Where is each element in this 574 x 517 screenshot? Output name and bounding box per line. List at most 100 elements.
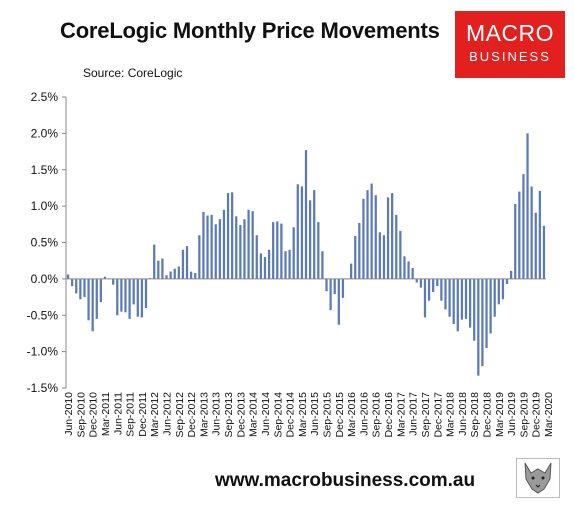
x-tick-label: Sep-2012: [174, 392, 186, 438]
bar: [341, 278, 345, 298]
x-tick-label: Dec-2017: [432, 392, 444, 438]
bar: [247, 209, 250, 279]
logo-line-2: BUSINESS: [469, 49, 551, 64]
bar: [251, 211, 254, 279]
bar: [514, 203, 517, 279]
x-tick-label: Dec-2011: [137, 392, 149, 437]
x-axis: Jun-2010 Sep-2010 Dec-2010 Mar-2011 Jun-2011…: [63, 278, 555, 438]
bar: [378, 232, 381, 279]
bar: [423, 278, 427, 318]
x-tick-label: Mar-2018: [445, 392, 457, 437]
bar: [194, 273, 197, 279]
x-tick-label: Jun-2011: [112, 392, 124, 435]
bar: [267, 249, 271, 279]
x-tick-label: Sep-2016: [371, 392, 383, 438]
bar: [415, 278, 418, 283]
x-tick-label: Sep-2011: [125, 392, 137, 437]
bar: [505, 278, 509, 284]
bar: [526, 133, 529, 279]
bar: [501, 278, 505, 300]
bar: [284, 251, 287, 279]
bar: [218, 219, 221, 279]
bar: [395, 214, 398, 279]
bar: [177, 266, 180, 279]
bar: [399, 230, 402, 279]
bar: [185, 246, 189, 279]
bar: [489, 278, 492, 334]
bar: [136, 278, 139, 317]
bar: [432, 278, 435, 292]
y-axis: -1.5% -1.0% -0.5% 0.0% 0.5% 1.0% 1.5% 2.0% 2.5%: [27, 90, 67, 395]
bar: [440, 278, 443, 301]
y-tick-label: 1.5%: [31, 163, 59, 177]
website-footer: www.macrobusiness.com.au: [215, 470, 476, 491]
bar: [66, 274, 70, 279]
bar: [79, 278, 82, 300]
bar: [308, 200, 312, 279]
x-tick-label: Sep-2019: [518, 392, 530, 438]
bar: [161, 258, 164, 279]
bar: [481, 278, 484, 367]
bar: [391, 193, 394, 279]
bar: [259, 253, 262, 279]
bar: [71, 278, 74, 287]
bar: [140, 278, 144, 318]
y-tick-label: -1.0%: [27, 345, 59, 359]
bar: [124, 278, 127, 313]
bar: [231, 192, 234, 279]
chart-title: CoreLogic Monthly Price Movements: [60, 18, 440, 43]
bar: [222, 209, 226, 279]
y-tick-label: 1.0%: [31, 199, 59, 213]
bar: [497, 278, 500, 305]
bar: [288, 249, 291, 279]
x-tick-label: Mar-2013: [198, 392, 210, 437]
x-tick-label: Jun-2015: [309, 392, 321, 436]
x-tick-label: Jun-2016: [358, 392, 370, 436]
bar: [473, 278, 476, 341]
bar: [226, 193, 230, 279]
wolf-logo-icon: [516, 458, 560, 498]
x-tick-label: Dec-2014: [285, 392, 297, 438]
bar: [321, 251, 324, 279]
bar: [144, 278, 148, 308]
y-tick-label: 2.0%: [31, 126, 59, 140]
bar: [153, 244, 156, 279]
bar: [173, 268, 176, 279]
bar: [419, 278, 422, 288]
x-tick-label: Sep-2017: [420, 392, 432, 438]
x-tick-label: Sep-2013: [223, 392, 235, 438]
bar: [280, 223, 283, 279]
y-tick-label: 0.5%: [31, 236, 59, 250]
x-tick-label: Dec-2018: [482, 392, 494, 438]
y-tick-label: 2.5%: [31, 90, 59, 104]
bar: [190, 271, 193, 279]
x-tick-label: Sep-2010: [75, 392, 87, 438]
bar: [518, 191, 521, 279]
bar: [112, 278, 115, 285]
bar: [83, 278, 86, 298]
y-tick-label: -0.5%: [27, 308, 59, 322]
bar: [272, 222, 275, 279]
bar: [493, 278, 496, 317]
y-tick-label: 0.0%: [31, 272, 59, 286]
x-tick-label: Sep-2014: [272, 392, 284, 438]
x-tick-label: Jun-2018: [457, 392, 469, 436]
bar: [542, 225, 546, 279]
x-tick-label: Mar-2017: [395, 392, 407, 437]
bar: [128, 278, 131, 319]
x-tick-label: Jun-2013: [211, 392, 223, 436]
bar: [403, 256, 406, 279]
bar: [456, 278, 459, 332]
bar: [485, 278, 488, 348]
bar: [263, 257, 267, 279]
bar: [436, 278, 439, 287]
x-tick-label: Sep-2015: [322, 392, 334, 438]
bar: [206, 215, 209, 279]
bar-series: [66, 133, 546, 376]
logo-line-1: MACRO: [465, 20, 555, 46]
bar: [165, 275, 168, 279]
bar: [239, 225, 242, 279]
bar: [214, 224, 217, 279]
bar: [304, 150, 308, 279]
bar: [99, 278, 102, 303]
